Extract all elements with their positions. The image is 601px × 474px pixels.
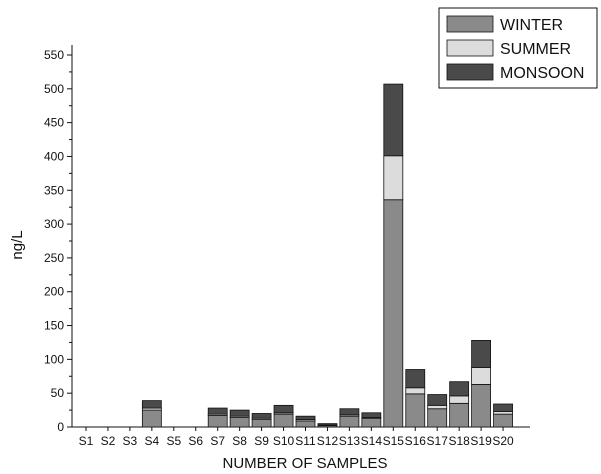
x-tick-label: S15 bbox=[383, 434, 405, 448]
x-tick-label: S10 bbox=[273, 434, 295, 448]
bar-s8-monsoon bbox=[229, 409, 250, 417]
bar-s17-monsoon bbox=[427, 394, 448, 406]
legend-swatch-winter bbox=[446, 15, 494, 33]
x-tick-label: S7 bbox=[210, 434, 225, 448]
y-tick-label: 500 bbox=[44, 82, 64, 96]
bar-s20-summer bbox=[493, 411, 513, 415]
x-tick-label: S16 bbox=[405, 434, 427, 448]
bar-s13-monsoon bbox=[339, 408, 360, 416]
y-axis-label: ng/L bbox=[9, 230, 26, 259]
bar-s12-monsoon bbox=[317, 423, 338, 426]
bar-s16-summer bbox=[405, 387, 426, 395]
bars bbox=[141, 83, 513, 428]
x-tick-label: S18 bbox=[448, 434, 470, 448]
bar-s20-winter bbox=[493, 413, 513, 428]
bar-s9-winter bbox=[251, 419, 272, 428]
x-tick-label: S17 bbox=[427, 434, 449, 448]
bar-s9-monsoon bbox=[251, 413, 272, 419]
bar-s16-monsoon bbox=[405, 369, 426, 389]
x-tick-label: S19 bbox=[470, 434, 492, 448]
y-tick-label: 100 bbox=[44, 352, 64, 366]
x-tick-label: S4 bbox=[145, 434, 160, 448]
axes bbox=[71, 45, 530, 428]
y-tick-label: 550 bbox=[44, 48, 64, 62]
legend: WINTER SUMMER MONSOON bbox=[438, 7, 598, 89]
bar-s10-winter bbox=[273, 413, 294, 428]
x-tick-labels: S1 S2 S3 S4 S5 S6 S7 S8 S9 S10 S11 S12 S13 S14 S15 S16 S… bbox=[79, 427, 514, 448]
bar-s18-monsoon bbox=[449, 381, 470, 397]
bar-s11-monsoon bbox=[295, 415, 316, 420]
bar-s19-summer bbox=[471, 367, 492, 385]
bar-s19-monsoon bbox=[471, 340, 492, 368]
bar-s19-winter bbox=[471, 383, 492, 428]
bar-s7-monsoon bbox=[207, 407, 228, 415]
bar-s15-winter bbox=[383, 199, 404, 428]
bar-s11-winter bbox=[295, 420, 316, 428]
bar-s15-summer bbox=[383, 155, 404, 201]
bar-s4-monsoon bbox=[141, 400, 162, 409]
y-tick-label: 50 bbox=[51, 386, 65, 400]
y-tick-label: 350 bbox=[44, 183, 64, 197]
bar-s15-monsoon bbox=[383, 83, 404, 157]
bar-s4-winter bbox=[141, 409, 162, 428]
legend-label-monsoon: MONSOON bbox=[500, 65, 584, 82]
y-tick-label: 150 bbox=[44, 319, 64, 333]
x-tick-label: S14 bbox=[361, 434, 383, 448]
x-tick-label: S3 bbox=[123, 434, 138, 448]
y-tick-label: 400 bbox=[44, 149, 64, 163]
x-tick-label: S12 bbox=[317, 434, 339, 448]
y-tick-label: 450 bbox=[44, 116, 64, 130]
y-tick-label: 250 bbox=[44, 251, 64, 265]
y-tick-label: 300 bbox=[44, 217, 64, 231]
x-tick-label: S1 bbox=[79, 434, 94, 448]
bar-s10-monsoon bbox=[273, 404, 294, 414]
y-tick-label: 200 bbox=[44, 285, 64, 299]
bar-s18-winter bbox=[449, 402, 470, 428]
x-tick-label: S6 bbox=[188, 434, 203, 448]
bar-s17-summer bbox=[427, 404, 448, 410]
bar-s14-winter bbox=[361, 417, 382, 428]
legend-swatch-monsoon bbox=[446, 63, 494, 81]
x-tick-label: S5 bbox=[166, 434, 181, 448]
x-tick-label: S9 bbox=[254, 434, 269, 448]
bar-s16-winter bbox=[405, 393, 426, 428]
x-tick-label: S20 bbox=[492, 434, 514, 448]
bar-s13-winter bbox=[339, 415, 360, 428]
bar-s8-winter bbox=[229, 417, 250, 428]
y-tick-label: 0 bbox=[57, 420, 64, 434]
y-ticks: 0 50 100 150 200 250 300 350 400 450 500 550 bbox=[44, 48, 72, 434]
x-tick-label: S8 bbox=[232, 434, 247, 448]
bar-s18-summer bbox=[449, 395, 470, 404]
legend-label-winter: WINTER bbox=[500, 17, 563, 34]
x-tick-label: S13 bbox=[339, 434, 361, 448]
bar-s20-monsoon bbox=[493, 403, 513, 412]
bar-s7-winter bbox=[207, 415, 228, 428]
bar-s17-winter bbox=[427, 408, 448, 428]
x-tick-label: S2 bbox=[101, 434, 116, 448]
bar-s14-monsoon bbox=[361, 412, 382, 418]
legend-swatch-summer bbox=[446, 39, 494, 57]
legend-label-summer: SUMMER bbox=[500, 41, 571, 58]
x-axis-label: NUMBER OF SAMPLES bbox=[222, 455, 387, 472]
x-tick-label: S11 bbox=[295, 434, 316, 448]
